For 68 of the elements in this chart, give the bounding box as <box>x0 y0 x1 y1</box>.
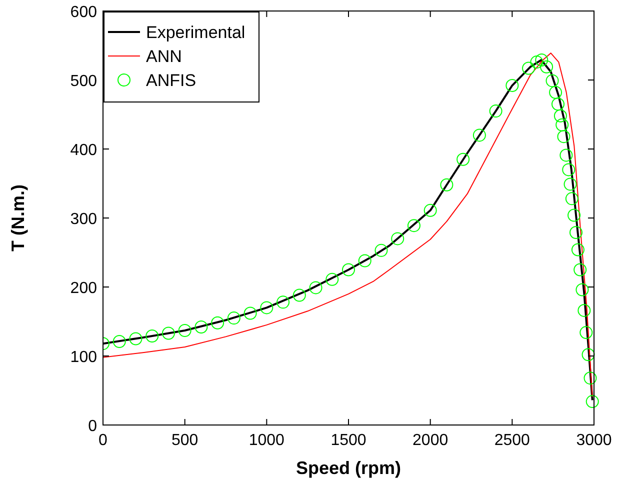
y-tick-label: 400 <box>70 142 98 159</box>
point <box>227 312 240 325</box>
point <box>472 128 486 142</box>
point <box>551 98 564 111</box>
point <box>146 329 159 342</box>
point <box>571 243 584 256</box>
point <box>506 79 519 92</box>
point <box>549 86 562 99</box>
legend-label: Experimental <box>146 23 246 42</box>
point <box>358 254 372 268</box>
x-tick-label: 1000 <box>248 432 285 449</box>
point <box>584 372 597 385</box>
point <box>391 232 404 246</box>
y-tick-label: 600 <box>70 4 98 21</box>
point <box>309 281 322 294</box>
point <box>554 109 567 122</box>
point <box>211 316 224 330</box>
point <box>456 152 470 166</box>
x-tick-label: 3000 <box>576 432 612 449</box>
y-tick-label: 300 <box>70 211 98 228</box>
point <box>582 348 595 362</box>
point <box>162 326 175 340</box>
point <box>326 272 339 286</box>
legend-label: ANN <box>146 47 182 66</box>
point <box>562 163 576 176</box>
point <box>535 53 548 66</box>
point <box>557 130 570 144</box>
legend-label: ANFIS <box>146 71 196 90</box>
point <box>129 332 142 346</box>
point <box>342 263 355 276</box>
point <box>292 288 306 302</box>
point <box>578 304 591 317</box>
point <box>560 148 573 162</box>
point <box>546 74 559 88</box>
y-tick-label: 200 <box>70 280 98 297</box>
point <box>586 395 599 408</box>
point <box>276 296 290 309</box>
y-tick-label: 0 <box>88 418 98 435</box>
point <box>178 324 192 337</box>
y-axis-title: T (N.m.) <box>8 184 28 252</box>
point <box>440 178 454 192</box>
point <box>576 283 589 296</box>
point <box>407 219 420 232</box>
x-axis-title: Speed (rpm) <box>296 458 402 478</box>
x-tick-label: 2000 <box>412 432 448 449</box>
point <box>580 326 593 340</box>
point <box>540 60 554 74</box>
point <box>530 56 544 69</box>
point <box>489 104 502 118</box>
y-tick-label: 100 <box>70 349 98 366</box>
point <box>574 263 587 276</box>
point <box>260 301 274 314</box>
x-tick-label: 1500 <box>330 432 366 449</box>
point <box>194 320 208 334</box>
point <box>568 208 581 222</box>
x-tick-label: 500 <box>171 432 198 449</box>
point <box>556 118 569 132</box>
point <box>374 244 388 257</box>
point <box>564 178 577 191</box>
point <box>424 204 437 217</box>
point <box>112 335 126 348</box>
point <box>569 226 582 239</box>
point <box>244 306 257 320</box>
x-tick-label: 2500 <box>494 432 530 449</box>
x-tick-label: 0 <box>98 432 108 449</box>
point <box>522 62 536 75</box>
y-tick-label: 500 <box>70 73 98 90</box>
point <box>565 192 578 206</box>
